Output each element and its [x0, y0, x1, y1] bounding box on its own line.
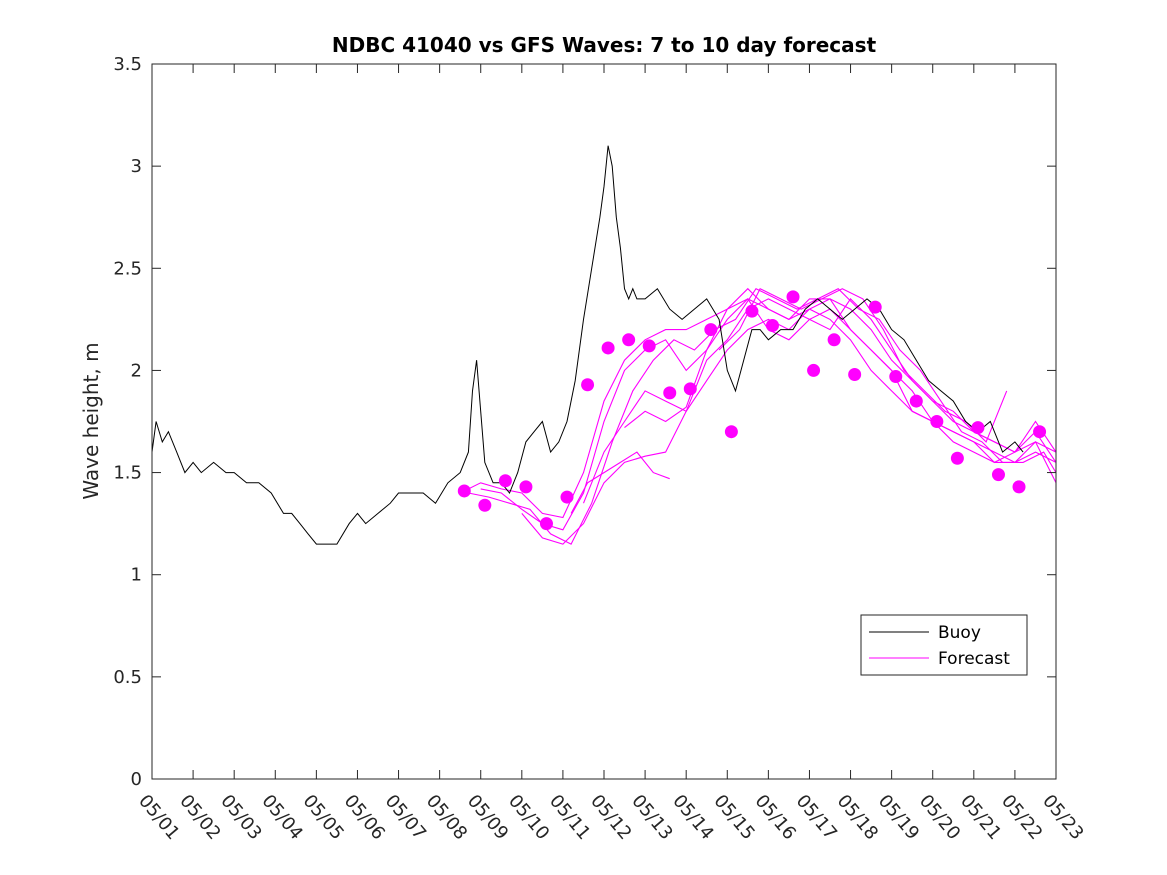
forecast-point — [991, 468, 1005, 482]
forecast-line — [624, 287, 1057, 464]
forecast-point — [601, 341, 615, 355]
legend-label-forecast: Forecast — [938, 649, 1010, 669]
y-axis-ticks: 0 0.5 1 1.5 2 2.5 3 3.5 — [113, 54, 1056, 790]
forecast-point — [745, 304, 759, 318]
forecast-point — [807, 363, 821, 377]
chart-title: NDBC 41040 vs GFS Waves: 7 to 10 day for… — [332, 33, 877, 57]
y-tick-label: 2.5 — [113, 258, 142, 279]
forecast-point — [642, 339, 656, 353]
forecast-line — [718, 287, 1008, 443]
forecast-point — [950, 451, 964, 465]
forecast-line — [468, 287, 1057, 545]
y-tick-label: 1.5 — [113, 463, 142, 484]
forecast-point — [560, 490, 574, 504]
y-tick-label: 0 — [131, 769, 142, 790]
forecast-point — [457, 484, 471, 498]
forecast-point — [909, 394, 923, 408]
y-tick-label: 3 — [131, 156, 142, 177]
forecast-point — [786, 290, 800, 304]
forecast-point — [581, 378, 595, 392]
y-tick-label: 2 — [131, 360, 142, 381]
forecast-points — [457, 290, 1047, 531]
legend-box — [860, 614, 1028, 676]
legend-label-buoy: Buoy — [938, 623, 981, 643]
forecast-point — [1033, 425, 1047, 439]
forecast-point — [663, 386, 677, 400]
y-tick-label: 0.5 — [113, 667, 142, 688]
forecast-point — [519, 480, 533, 494]
forecast-point — [498, 474, 512, 488]
forecast-point — [868, 300, 882, 314]
forecast-point — [539, 517, 553, 531]
forecast-point — [889, 370, 903, 384]
forecast-point — [478, 498, 492, 512]
forecast-point — [827, 333, 841, 347]
y-tick-label: 1 — [131, 565, 142, 586]
forecast-line — [570, 451, 670, 514]
y-tick-label: 3.5 — [113, 54, 142, 75]
forecast-point — [704, 323, 718, 337]
forecast-point — [971, 421, 985, 435]
y-axis-label: Wave height, m — [79, 342, 103, 499]
forecast-point — [765, 318, 779, 332]
forecast-point — [724, 425, 738, 439]
forecast-point — [930, 415, 944, 428]
buoy-series-line — [151, 145, 1024, 545]
forecast-point — [683, 382, 697, 396]
forecast-point — [1012, 480, 1026, 494]
forecast-point — [622, 333, 636, 347]
buoy-line — [151, 145, 1024, 545]
legend: Buoy Forecast — [860, 614, 1028, 676]
forecast-point — [848, 368, 862, 382]
